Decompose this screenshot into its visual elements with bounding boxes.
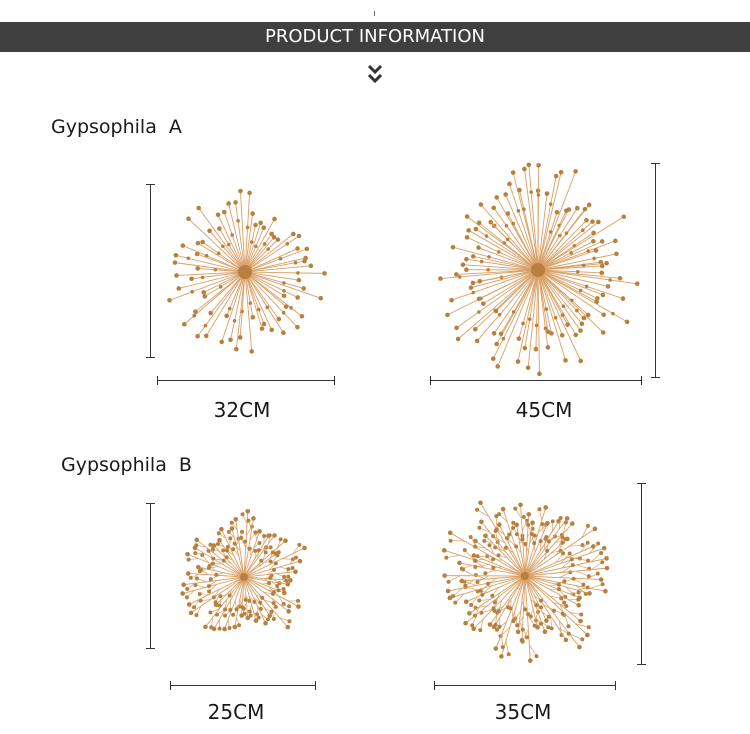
top-tick-mark [374, 11, 375, 16]
height-dimension-b-small [146, 503, 155, 649]
product-information-banner: PRODUCT INFORMATION [0, 22, 750, 52]
gypsophila-a-45cm-image [438, 162, 640, 377]
banner-title: PRODUCT INFORMATION [264, 26, 486, 47]
width-dimension-b-small [170, 681, 316, 690]
height-dimension-a-small [146, 184, 155, 358]
section-b-variant: B [178, 454, 192, 476]
width-dimension-b-large [434, 681, 616, 690]
height-dimension-a-large [651, 163, 660, 378]
size-label-a-large: 45CM [515, 398, 573, 422]
section-b-title: Gypsophila B [61, 454, 192, 476]
width-dimension-a-large [430, 376, 642, 385]
height-dimension-b-large [637, 483, 646, 665]
size-label-b-large: 35CM [494, 700, 552, 724]
gypsophila-b-25cm-image [180, 508, 307, 632]
width-dimension-a-small [157, 376, 335, 385]
section-a-title: Gypsophila A [51, 116, 182, 138]
gypsophila-a-32cm-image [167, 188, 327, 354]
section-a-name: Gypsophila [51, 116, 157, 138]
section-a-variant: A [168, 116, 182, 138]
section-b-name: Gypsophila [61, 454, 167, 476]
double-chevron-down-icon [367, 64, 383, 84]
size-label-b-small: 25CM [207, 700, 265, 724]
gypsophila-b-35cm-image [441, 500, 610, 663]
size-label-a-small: 32CM [213, 398, 271, 422]
